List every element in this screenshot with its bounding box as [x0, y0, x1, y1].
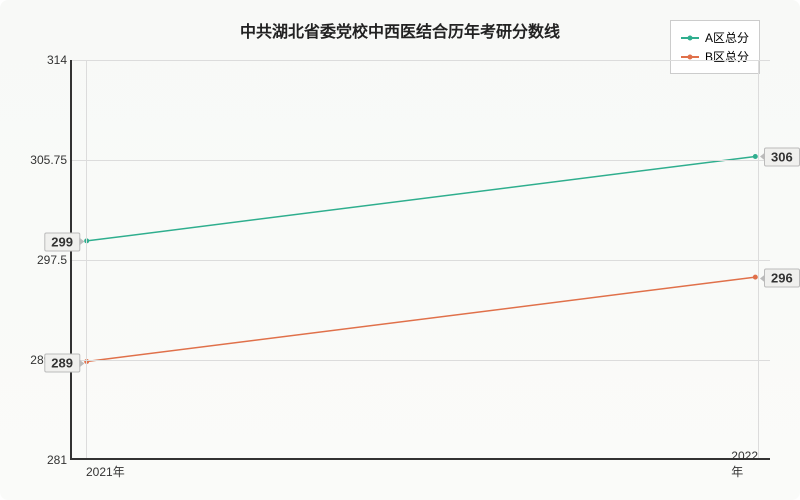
y-tick-label: 314 [17, 53, 67, 67]
data-label: 299 [44, 232, 80, 251]
data-label: 289 [44, 354, 80, 373]
grid-line-v [758, 60, 759, 458]
line-layer [72, 60, 770, 458]
legend-swatch-0 [681, 37, 699, 39]
chart-container: 中共湖北省委党校中西医结合历年考研分数线 A区总分 B区总分 281289.25… [0, 0, 800, 500]
grid-line-h [72, 360, 770, 361]
x-tick-label: 2022年 [731, 449, 758, 480]
data-label: 296 [764, 269, 800, 288]
y-tick-label: 297.5 [17, 253, 67, 267]
x-tick-label: 2021年 [86, 463, 125, 480]
chart-title: 中共湖北省委党校中西医结合历年考研分数线 [240, 18, 560, 42]
grid-line-h [72, 260, 770, 261]
legend-item: A区总分 [681, 29, 749, 46]
plot-area: 281289.25297.5305.753142021年2022年2993062… [70, 60, 770, 460]
grid-line-v [86, 60, 87, 458]
legend-label-0: A区总分 [705, 29, 749, 46]
data-label: 306 [764, 147, 800, 166]
legend-swatch-1 [681, 56, 699, 58]
grid-line-h [72, 160, 770, 161]
series-line [87, 156, 756, 240]
y-tick-label: 305.75 [17, 153, 67, 167]
y-tick-label: 281 [17, 453, 67, 467]
series-line [87, 277, 756, 361]
grid-line-h [72, 60, 770, 61]
